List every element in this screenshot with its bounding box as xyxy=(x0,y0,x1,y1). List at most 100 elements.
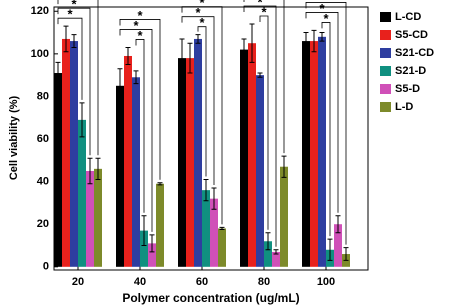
error-bar xyxy=(71,34,77,48)
significance-bracket xyxy=(197,26,207,177)
error-bar xyxy=(187,42,193,74)
bar xyxy=(148,243,156,267)
error-bar xyxy=(195,34,201,44)
legend-label: S21-D xyxy=(395,65,426,77)
bar xyxy=(210,198,218,267)
error-bar xyxy=(55,61,61,85)
error-bar xyxy=(125,46,131,65)
error-bar xyxy=(79,102,85,138)
bar xyxy=(186,58,194,267)
error-bar xyxy=(241,38,247,61)
bar xyxy=(116,85,124,267)
x-tick-label: 100 xyxy=(317,276,335,288)
bar xyxy=(94,168,102,267)
y-tick-label: 20 xyxy=(37,218,49,230)
significance-star: * xyxy=(257,0,263,9)
significance-star: * xyxy=(199,15,205,30)
bar xyxy=(86,170,94,267)
significance-star: * xyxy=(261,4,267,19)
y-tick-label: 40 xyxy=(37,176,49,188)
significance-star: * xyxy=(319,1,325,16)
significance-bracket xyxy=(119,19,161,180)
error-bar xyxy=(265,232,271,251)
error-bar xyxy=(219,226,225,231)
bar xyxy=(256,75,264,267)
y-tick-label: 0 xyxy=(43,261,49,273)
error-bar xyxy=(63,25,69,53)
bar xyxy=(302,41,310,267)
bar xyxy=(202,190,210,267)
significance-bracket xyxy=(305,2,347,245)
legend-label: L-CD xyxy=(395,11,421,23)
legend-swatch xyxy=(380,12,391,22)
legend-swatch xyxy=(380,66,391,76)
significance-bracket xyxy=(305,12,339,213)
legend-swatch xyxy=(380,48,391,58)
error-bar xyxy=(327,238,333,261)
y-tick-label: 120 xyxy=(31,5,49,17)
error-bar xyxy=(303,32,309,51)
bar xyxy=(280,166,288,267)
bar xyxy=(334,224,342,267)
significance-bracket xyxy=(119,29,153,232)
x-tick-label: 80 xyxy=(258,276,270,288)
bar xyxy=(132,77,140,267)
error-bar xyxy=(133,70,139,85)
significance-star: * xyxy=(199,0,205,10)
error-bar xyxy=(273,249,279,255)
bar xyxy=(178,58,186,267)
significance-star: * xyxy=(137,28,143,43)
y-tick-label: 100 xyxy=(31,48,49,60)
bar xyxy=(54,73,62,267)
error-bar xyxy=(281,155,287,178)
significance-bracket xyxy=(57,0,99,156)
error-bar xyxy=(249,23,255,63)
bar xyxy=(240,49,248,267)
bar xyxy=(140,230,148,267)
error-bar xyxy=(157,182,163,186)
significance-bracket xyxy=(243,5,277,247)
significance-bracket xyxy=(321,22,331,237)
significance-bracket xyxy=(57,7,91,156)
legend-label: S21-CD xyxy=(395,47,434,59)
bar xyxy=(310,41,318,267)
y-tick-label: 80 xyxy=(37,90,49,102)
x-axis-title: Polymer concentration (ug/mL) xyxy=(122,291,299,305)
significance-bracket xyxy=(135,39,145,213)
error-bar xyxy=(343,247,349,261)
significance-star: * xyxy=(137,8,143,23)
error-bar xyxy=(87,157,93,185)
legend-swatch xyxy=(380,102,391,112)
bar xyxy=(78,119,86,267)
bar xyxy=(218,228,226,267)
legend-swatch xyxy=(380,30,391,40)
significance-bracket xyxy=(243,0,285,154)
error-bar xyxy=(319,32,325,42)
x-tick-label: 20 xyxy=(72,276,84,288)
significance-star: * xyxy=(133,18,139,33)
significance-bracket xyxy=(181,16,215,186)
error-bar xyxy=(95,157,101,180)
significance-star: * xyxy=(75,0,81,2)
legend-swatch xyxy=(380,84,391,94)
error-bar xyxy=(141,215,147,247)
y-axis-title: Cell viability (%) xyxy=(8,95,20,180)
significance-star: * xyxy=(67,7,73,22)
bar xyxy=(318,36,326,267)
error-bar xyxy=(149,234,155,253)
bar xyxy=(124,55,132,267)
significance-star: * xyxy=(71,0,77,12)
error-bar xyxy=(117,68,123,104)
error-bar xyxy=(203,178,209,202)
significance-bracket xyxy=(181,6,223,225)
bar xyxy=(70,41,78,267)
bar xyxy=(264,241,272,267)
significance-bracket xyxy=(259,15,269,230)
x-tick-label: 60 xyxy=(196,276,208,288)
y-tick-label: 60 xyxy=(37,133,49,145)
legend-label: L-D xyxy=(395,101,413,113)
bar xyxy=(194,38,202,267)
legend-label: S5-D xyxy=(395,83,420,95)
bar xyxy=(156,183,164,267)
